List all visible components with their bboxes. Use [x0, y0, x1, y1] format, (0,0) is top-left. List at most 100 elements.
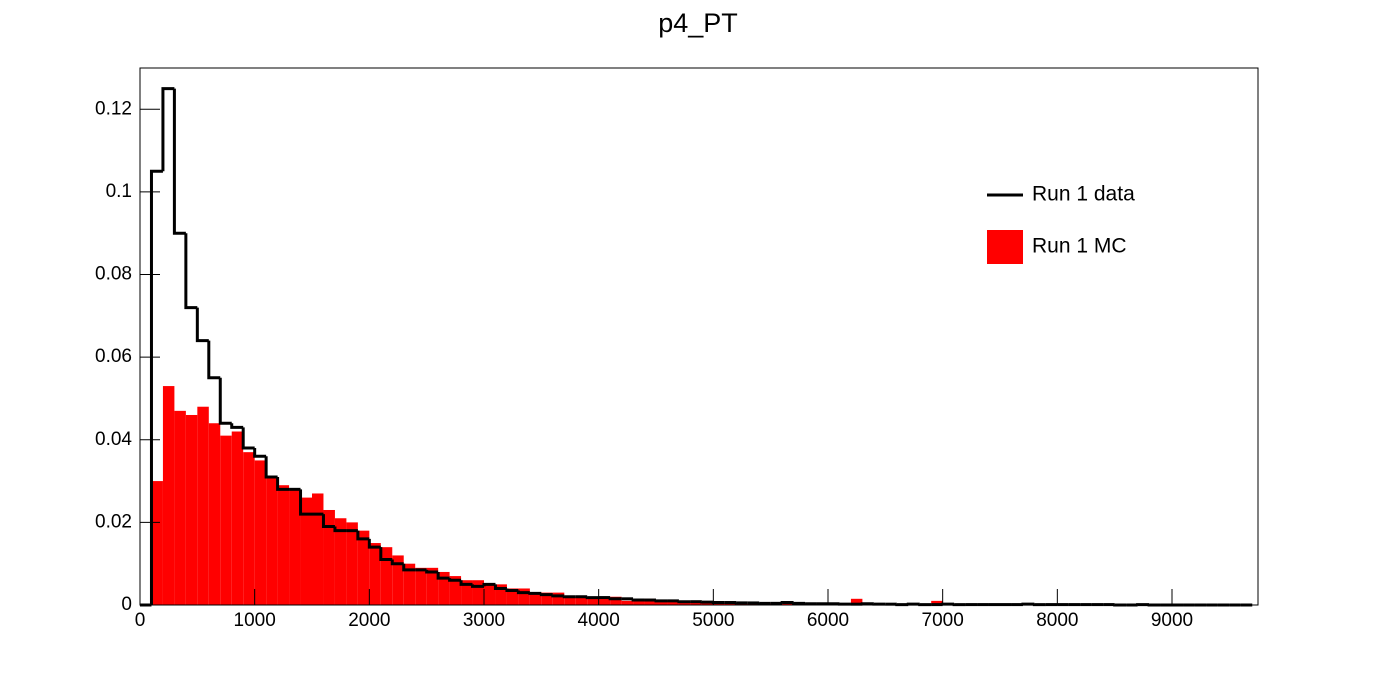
histogram-step [161, 87, 175, 172]
histogram-step [528, 591, 542, 595]
y-tick-label: 0 [121, 594, 132, 615]
histogram-step [677, 600, 691, 604]
histogram-step [780, 601, 794, 605]
x-tick-label: 5000 [692, 610, 734, 631]
histogram-bar [518, 588, 530, 605]
histogram-bar [701, 602, 714, 605]
histogram-bar [724, 603, 737, 605]
histogram-step [230, 423, 244, 429]
histogram-step [562, 595, 576, 599]
histogram-bar [197, 406, 209, 605]
histogram-step [276, 476, 290, 491]
x-tick-label: 2000 [348, 610, 390, 631]
histogram-step [207, 340, 221, 380]
histogram-step [459, 580, 473, 586]
histogram-bar [506, 588, 519, 605]
histogram-step [631, 598, 645, 602]
histogram-bar [782, 603, 794, 605]
histogram-step [379, 547, 393, 562]
legend-label: Run 1 data [1032, 183, 1135, 206]
histogram-bar [690, 602, 702, 605]
histogram-step [333, 526, 347, 533]
y-tick-label: 0.12 [95, 98, 132, 119]
histogram-step [425, 569, 439, 574]
x-tick-label: 1000 [234, 610, 276, 631]
histogram-bar [185, 414, 198, 605]
histogram-bar [472, 580, 484, 605]
histogram-bar [254, 460, 267, 605]
histogram-step [493, 584, 507, 590]
histogram-bar [162, 386, 175, 605]
histogram-bar [587, 596, 599, 605]
histogram-step [402, 563, 416, 572]
histogram-step [551, 594, 565, 598]
histogram-step [299, 489, 312, 516]
histogram-step [482, 582, 496, 587]
histogram-step [321, 514, 335, 529]
histogram-step [218, 377, 232, 425]
y-tick-label: 0.02 [95, 511, 132, 532]
histogram-bar [644, 598, 656, 605]
histogram-step [195, 307, 209, 343]
histogram-bar [334, 518, 347, 605]
histogram-bar [380, 547, 393, 605]
x-tick-label: 0 [135, 610, 146, 631]
histogram-bar [552, 592, 565, 605]
histogram-bar [621, 600, 634, 605]
x-tick-label: 8000 [1036, 610, 1078, 631]
histogram-bar [541, 592, 553, 605]
legend-swatch [987, 230, 1023, 264]
histogram-bar [415, 567, 427, 605]
histogram-step [654, 599, 668, 603]
histogram-step [608, 597, 622, 601]
histogram-bar [208, 423, 221, 605]
histogram-bar [346, 522, 358, 605]
histogram-bar [656, 600, 668, 605]
histogram-bar [174, 410, 186, 605]
histogram-bar [633, 600, 645, 605]
histogram-bar [575, 596, 588, 605]
histogram-step [516, 590, 530, 595]
histogram-bar [392, 555, 404, 605]
histogram-bar [610, 596, 622, 605]
histogram-step [505, 588, 519, 593]
histogram-step [792, 601, 806, 605]
histogram-bar [243, 452, 255, 605]
x-tick-label: 7000 [922, 610, 964, 631]
histogram-bar [231, 431, 244, 605]
histogram-step [253, 448, 267, 458]
histogram-bar [598, 598, 611, 605]
y-tick-label: 0.04 [95, 429, 132, 450]
histogram-bar [667, 600, 679, 605]
x-tick-label: 9000 [1151, 610, 1193, 631]
histogram-bar [277, 485, 290, 605]
histogram-step [436, 571, 450, 580]
plot-frame [139, 67, 1259, 606]
x-tick-label: 3000 [463, 610, 505, 631]
histogram-bar [678, 601, 691, 605]
histogram-step [149, 169, 163, 605]
histogram-bar [484, 584, 496, 605]
histogram-step [184, 233, 198, 310]
histogram-bar [266, 476, 278, 605]
histogram-bar [312, 493, 324, 605]
histogram-step [539, 593, 553, 597]
histogram-bar [300, 497, 312, 605]
histogram-bar [529, 592, 542, 605]
legend-label: Run 1 MC [1032, 235, 1127, 258]
histogram-bar [151, 481, 163, 605]
y-tick-label: 0.1 [106, 181, 132, 202]
histogram-step [585, 596, 599, 600]
histogram-step [471, 584, 484, 588]
histogram-bar [323, 509, 335, 605]
x-tick-label: 4000 [578, 610, 620, 631]
histogram-bar [931, 600, 943, 605]
histogram-bar [461, 580, 473, 605]
histogram-step [356, 530, 370, 541]
chart-title: p4_PT [658, 8, 738, 38]
histogram-bar [357, 530, 370, 605]
x-tick-label: 6000 [807, 610, 849, 631]
histogram-bar [850, 598, 863, 605]
histogram-step [390, 559, 404, 566]
histogram-bar [220, 435, 232, 605]
